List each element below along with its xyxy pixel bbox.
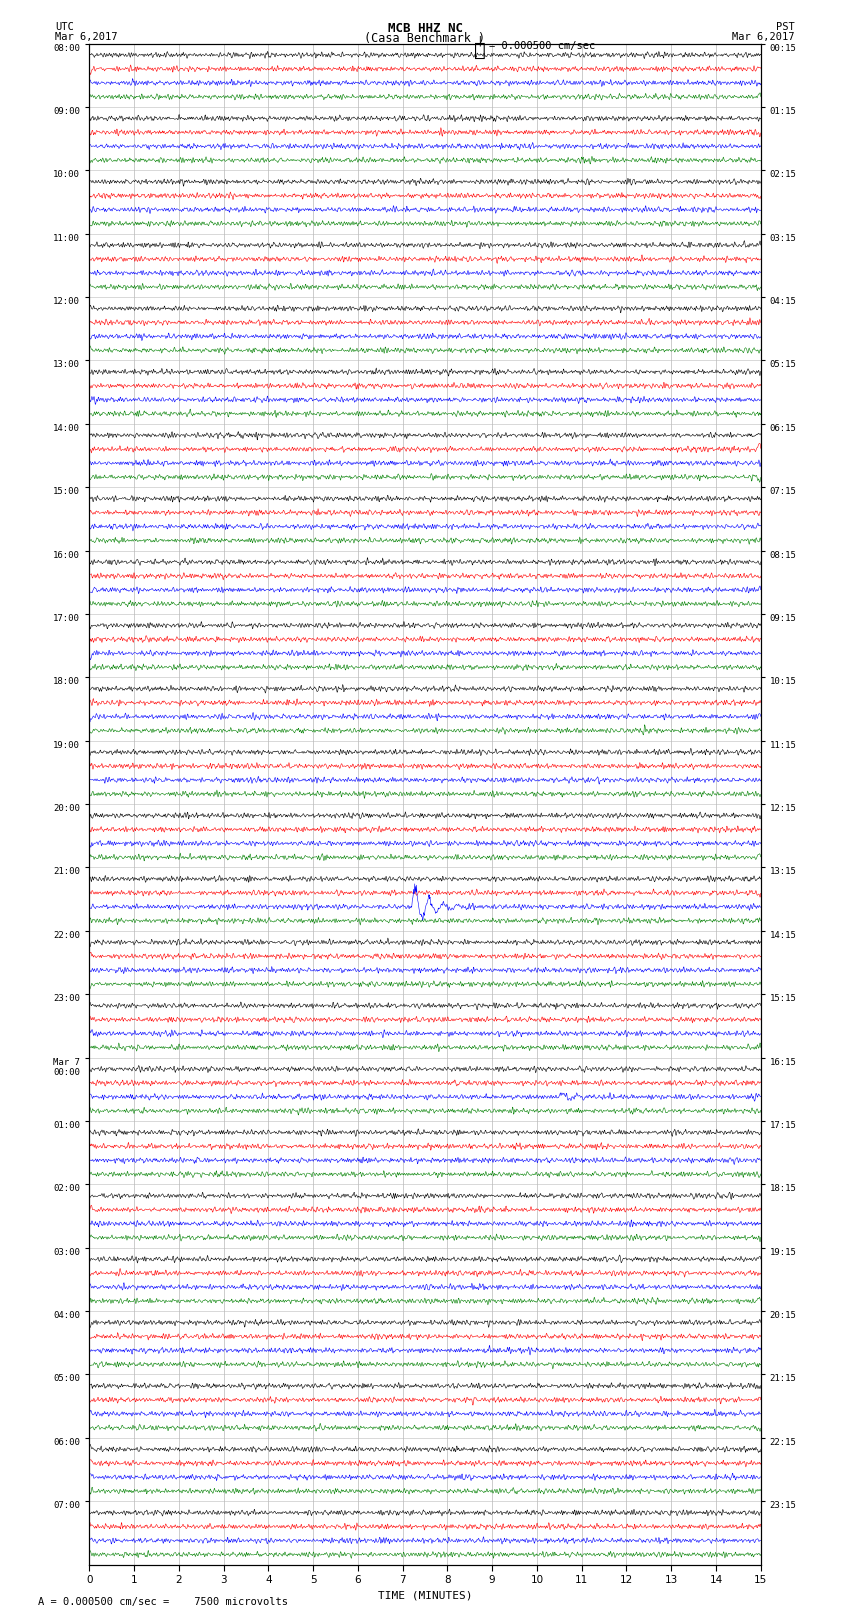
Text: MCB HHZ NC: MCB HHZ NC [388, 23, 462, 35]
Text: UTC: UTC [55, 23, 74, 32]
Text: |: | [476, 35, 483, 47]
Text: PST: PST [776, 23, 795, 32]
Text: (Casa Benchmark ): (Casa Benchmark ) [365, 32, 485, 45]
Text: = 0.000500 cm/sec: = 0.000500 cm/sec [489, 40, 595, 52]
Text: A = 0.000500 cm/sec =    7500 microvolts: A = 0.000500 cm/sec = 7500 microvolts [38, 1597, 288, 1607]
Text: Mar 6,2017: Mar 6,2017 [732, 32, 795, 42]
Text: Mar 6,2017: Mar 6,2017 [55, 32, 118, 42]
Text: ⎺: ⎺ [474, 40, 486, 60]
X-axis label: TIME (MINUTES): TIME (MINUTES) [377, 1590, 473, 1600]
